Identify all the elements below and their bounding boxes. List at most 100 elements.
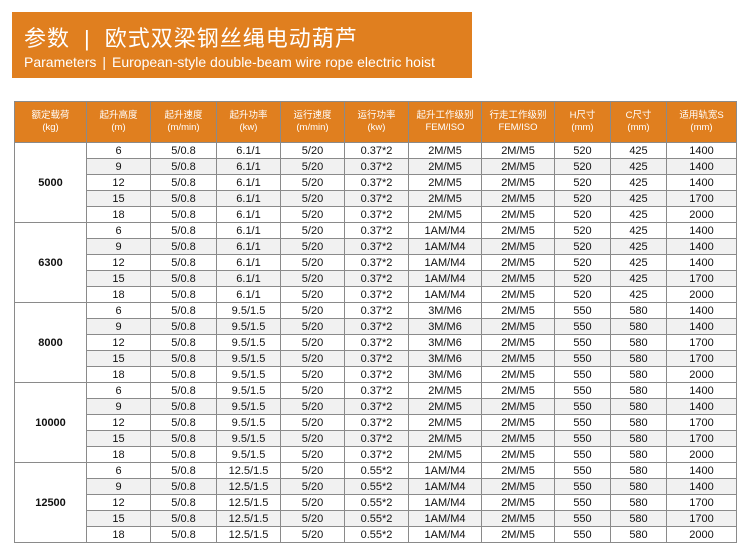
table-cell: 5/20 bbox=[280, 142, 345, 159]
table-cell: 12 bbox=[86, 494, 151, 511]
column-header-label: 运行速度 bbox=[293, 110, 332, 121]
table-row: 5000 6 5/0.8 6.1/1 5/20 0.37*2 2M/M5 2M/M5 520 42… bbox=[14, 142, 737, 223]
table-cell: 1700 bbox=[666, 510, 737, 527]
table-cell: 2000 bbox=[666, 366, 737, 383]
table-cell: 5/20 bbox=[280, 350, 345, 367]
table-cell: 2M/M5 bbox=[408, 174, 482, 191]
column-header: C尺寸 (mm) bbox=[610, 101, 667, 143]
table-cell: 1700 bbox=[666, 414, 737, 431]
table-cell: 2M/M5 bbox=[408, 158, 482, 175]
table-cell: 9.5/1.5 bbox=[216, 382, 281, 399]
table-cell: 18 bbox=[86, 206, 151, 223]
table-row: 18 5/0.8 9.5/1.5 5/20 0.37*2 3M/M6 2M/M5 550 580… bbox=[15, 366, 737, 383]
table-cell: 0.37*2 bbox=[344, 222, 409, 239]
table-row: 12 5/0.8 6.1/1 5/20 0.37*2 1AM/M4 2M/M5 520 425 1… bbox=[15, 254, 737, 271]
table-cell: 425 bbox=[610, 286, 667, 303]
table-cell: 2M/M5 bbox=[481, 334, 555, 351]
table-cell: 6.1/1 bbox=[216, 158, 281, 175]
table-row: 18 5/0.8 12.5/1.5 5/20 0.55*2 1AM/M4 2M/M5 550 5… bbox=[15, 526, 737, 543]
column-header: 额定载荷 (kg) bbox=[14, 101, 87, 143]
table-cell: 580 bbox=[610, 494, 667, 511]
table-cell: 2M/M5 bbox=[481, 302, 555, 319]
table-cell: 12 bbox=[86, 414, 151, 431]
table-row: 8000 6 5/0.8 9.5/1.5 5/20 0.37*2 3M/M6 2M/M5 550… bbox=[14, 302, 737, 383]
column-header-label: 额定载荷 bbox=[31, 110, 70, 121]
table-cell: 5/0.8 bbox=[150, 398, 217, 415]
table-cell: 5/20 bbox=[280, 334, 345, 351]
table-cell: 550 bbox=[554, 398, 611, 415]
table-cell: 2M/M5 bbox=[481, 318, 555, 335]
table-cell: 5/20 bbox=[280, 494, 345, 511]
column-header-unit: FEM/ISO bbox=[498, 122, 538, 133]
table-cell: 1AM/M4 bbox=[408, 494, 482, 511]
table-row: 9 5/0.8 9.5/1.5 5/20 0.37*2 3M/M6 2M/M5 550 580 1… bbox=[15, 318, 737, 335]
table-cell: 15 bbox=[86, 350, 151, 367]
table-cell: 18 bbox=[86, 366, 151, 383]
table-cell: 12.5/1.5 bbox=[216, 462, 281, 479]
table-cell: 0.55*2 bbox=[344, 478, 409, 495]
table-cell: 520 bbox=[554, 174, 611, 191]
table-row: 9 5/0.8 6.1/1 5/20 0.37*2 1AM/M4 2M/M5 520 425 14… bbox=[15, 238, 737, 255]
table-cell: 12 bbox=[86, 174, 151, 191]
column-header: H尺寸 (mm) bbox=[554, 101, 611, 143]
table-cell: 5/20 bbox=[280, 270, 345, 287]
table-cell: 1400 bbox=[666, 222, 737, 239]
table-cell: 18 bbox=[86, 286, 151, 303]
table-cell: 1700 bbox=[666, 430, 737, 447]
table-cell: 0.37*2 bbox=[344, 334, 409, 351]
table-cell: 0.37*2 bbox=[344, 286, 409, 303]
table-cell: 1AM/M4 bbox=[408, 222, 482, 239]
table-cell: 3M/M6 bbox=[408, 334, 482, 351]
table-cell: 5/20 bbox=[280, 366, 345, 383]
table-cell: 1400 bbox=[666, 238, 737, 255]
table-cell: 5/0.8 bbox=[150, 478, 217, 495]
table-cell: 6.1/1 bbox=[216, 254, 281, 271]
column-header-label: 运行功率 bbox=[357, 110, 396, 121]
column-header: 行走工作级别 FEM/ISO bbox=[481, 101, 555, 143]
table-cell: 2M/M5 bbox=[481, 286, 555, 303]
table-cell: 520 bbox=[554, 190, 611, 207]
table-cell: 2M/M5 bbox=[481, 430, 555, 447]
column-header-unit: (mm) bbox=[627, 122, 650, 133]
table-cell: 9 bbox=[86, 478, 151, 495]
table-row: 12500 6 5/0.8 12.5/1.5 5/20 0.55*2 1AM/M4 2M/M5… bbox=[14, 462, 737, 543]
table-cell: 6 bbox=[86, 382, 151, 399]
table-cell: 2M/M5 bbox=[481, 526, 555, 543]
table-cell: 2M/M5 bbox=[408, 430, 482, 447]
table-cell: 5/20 bbox=[280, 398, 345, 415]
table-cell: 6.1/1 bbox=[216, 270, 281, 287]
table-cell: 2M/M5 bbox=[481, 142, 555, 159]
table-cell: 1AM/M4 bbox=[408, 510, 482, 527]
table-cell: 580 bbox=[610, 414, 667, 431]
table-cell: 0.55*2 bbox=[344, 494, 409, 511]
table-cell: 2M/M5 bbox=[481, 222, 555, 239]
table-cell: 2M/M5 bbox=[481, 478, 555, 495]
subtitle-cn: 欧式双梁钢丝绳电动葫芦 bbox=[104, 26, 358, 51]
table-cell: 425 bbox=[610, 238, 667, 255]
table-cell: 2M/M5 bbox=[408, 190, 482, 207]
table-cell: 520 bbox=[554, 286, 611, 303]
table-cell: 550 bbox=[554, 334, 611, 351]
table-row: 15 5/0.8 6.1/1 5/20 0.37*2 1AM/M4 2M/M5 520 425 1… bbox=[15, 270, 737, 287]
table-cell: 580 bbox=[610, 478, 667, 495]
table-cell: 425 bbox=[610, 222, 667, 239]
table-cell: 2M/M5 bbox=[408, 414, 482, 431]
table-cell: 2M/M5 bbox=[408, 398, 482, 415]
table-cell: 5/20 bbox=[280, 158, 345, 175]
table-row: 9 5/0.8 12.5/1.5 5/20 0.55*2 1AM/M4 2M/M5 550 58… bbox=[15, 478, 737, 495]
table-cell: 9.5/1.5 bbox=[216, 446, 281, 463]
table-cell: 5/0.8 bbox=[150, 174, 217, 191]
table-cell: 9.5/1.5 bbox=[216, 430, 281, 447]
table-cell: 2M/M5 bbox=[481, 398, 555, 415]
table-cell: 1AM/M4 bbox=[408, 478, 482, 495]
table-cell: 18 bbox=[86, 526, 151, 543]
table-cell: 5/20 bbox=[280, 462, 345, 479]
banner-title-en: Parameters | European-style double-beam wi… bbox=[24, 54, 435, 70]
rated-load-cell: 5000 bbox=[14, 142, 87, 223]
table-cell: 0.37*2 bbox=[344, 190, 409, 207]
table-cell: 1400 bbox=[666, 254, 737, 271]
table-cell: 425 bbox=[610, 206, 667, 223]
table-cell: 5/20 bbox=[280, 414, 345, 431]
table-cell: 5/0.8 bbox=[150, 382, 217, 399]
column-header-unit: (m/min) bbox=[296, 122, 329, 133]
